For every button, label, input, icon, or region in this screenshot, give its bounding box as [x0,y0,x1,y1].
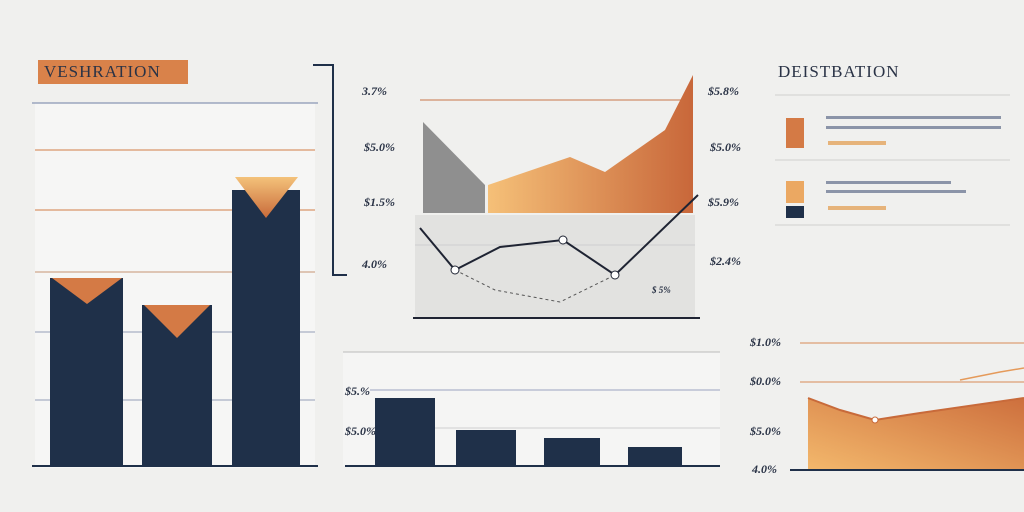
bar [456,430,516,466]
axis-label: $5.0% [749,424,781,438]
text-line [826,190,966,193]
axis-label: $2.4% [709,254,741,268]
point [610,270,620,280]
point [558,235,568,245]
axis-label: $1.0% [749,335,781,349]
point [871,416,879,424]
text-line [828,206,886,210]
bar [232,190,300,466]
bracket [313,64,347,276]
text-line [826,116,1001,119]
bar-cap [144,305,210,338]
axis-label: $5.0% [709,140,741,154]
right-title: DEISTBATION [778,62,900,81]
left-title: VESHRATION [44,62,161,81]
bar [50,278,123,466]
text-line [826,181,951,184]
bar-cap [235,177,298,218]
axis-label: $5.0% [363,140,395,154]
line [959,367,1024,381]
area [423,122,485,213]
axis-label: 4.0% [751,462,777,476]
axis-label: $1.5% [363,195,395,209]
axis-label: $5.% [344,384,370,398]
axis-label: $5.9% [707,195,739,209]
text-line [826,126,1001,129]
axis-label: $5.0% [344,424,376,438]
legend-swatch [786,118,804,148]
area [488,75,693,213]
bar [544,438,600,466]
axis-label: $0.0% [749,374,781,388]
bar [375,398,435,466]
legend-swatch [786,206,804,218]
area [808,398,1024,470]
axis-label: $5.8% [707,84,739,98]
text-line [828,141,886,145]
axis-label: 3.7% [361,84,387,98]
title-box [38,60,188,84]
legend-swatch [786,181,804,203]
line [419,194,699,277]
annotation: $ 5% [651,285,671,295]
point [450,265,460,275]
bar [628,447,682,466]
axis-label: 4.0% [361,257,387,271]
bar-cap [52,278,122,304]
